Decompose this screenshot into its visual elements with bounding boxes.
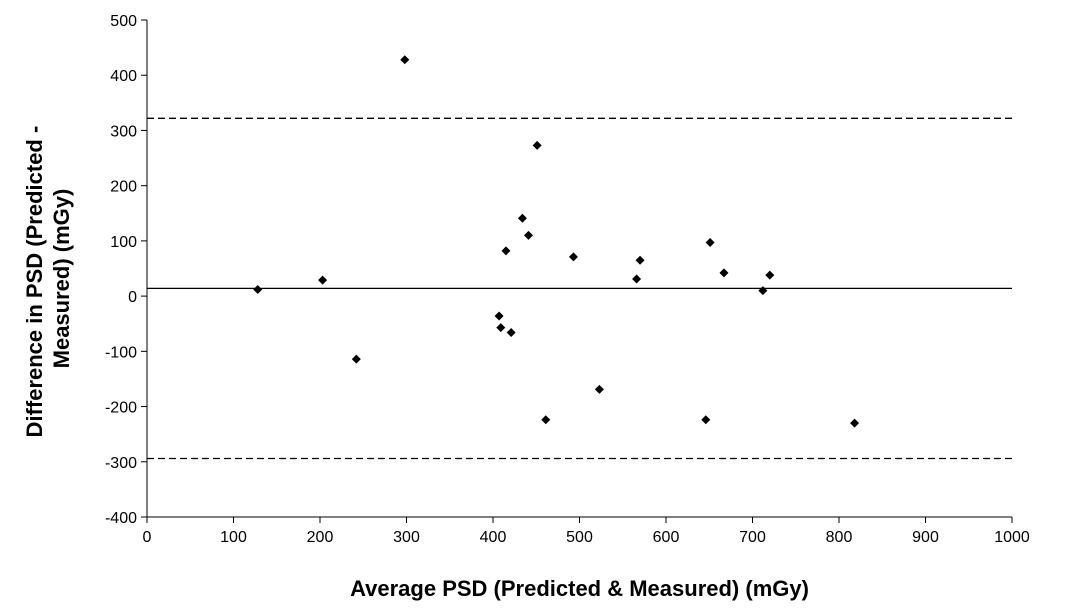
data-point <box>523 230 533 240</box>
y-axis-title: Difference in PSD (Predicted - Measured)… <box>22 120 74 438</box>
plot-background <box>147 20 1012 517</box>
data-point <box>635 255 645 265</box>
y-axis-title-line-1: Difference in PSD (Predicted - <box>22 126 47 438</box>
data-point <box>594 384 604 394</box>
x-tick-label: 0 <box>143 529 152 546</box>
data-point <box>532 140 542 150</box>
y-tick-label: -300 <box>105 455 137 472</box>
reference-lines <box>147 117 1012 460</box>
x-tick-label: 300 <box>393 529 420 546</box>
data-point <box>632 274 642 284</box>
y-axis-ticks: -400 -300 -200 -100 0 100 200 300 400 500 <box>105 13 147 527</box>
data-point <box>719 268 729 278</box>
data-point <box>568 252 578 262</box>
x-tick-label: 400 <box>480 529 507 546</box>
data-point <box>253 284 263 294</box>
y-tick-label: 200 <box>110 179 137 196</box>
data-points <box>253 55 860 428</box>
x-tick-label: 900 <box>912 529 939 546</box>
y-tick-label: 0 <box>128 289 137 306</box>
x-tick-label: 800 <box>826 529 853 546</box>
x-axis-title: Average PSD (Predicted & Measured) (mGy) <box>350 576 809 601</box>
y-tick-label: 300 <box>110 123 137 140</box>
data-point <box>758 286 768 296</box>
x-axis-ticks: 0 100 200 300 400 500 600 700 800 900 1000 <box>143 517 1030 546</box>
data-point <box>517 213 527 223</box>
data-point <box>850 418 860 428</box>
x-tick-label: 100 <box>220 529 247 546</box>
x-tick-label: 500 <box>566 529 593 546</box>
y-axis-title-line-2: Measured) (mGy) <box>49 189 74 369</box>
y-tick-label: 400 <box>110 68 137 85</box>
x-tick-label: 700 <box>739 529 766 546</box>
data-point <box>351 354 361 364</box>
y-tick-label: 500 <box>110 13 137 30</box>
x-tick-label: 200 <box>307 529 334 546</box>
y-tick-label: -100 <box>105 344 137 361</box>
data-point <box>541 415 551 425</box>
data-point <box>318 275 328 285</box>
plot-area <box>147 20 1012 517</box>
data-point <box>501 246 511 256</box>
x-tick-label: 1000 <box>994 529 1030 546</box>
data-point <box>701 415 711 425</box>
data-point <box>400 55 410 65</box>
data-point <box>494 311 504 321</box>
data-point <box>496 323 506 333</box>
y-tick-label: 100 <box>110 234 137 251</box>
y-tick-label: -200 <box>105 400 137 417</box>
data-point <box>705 238 715 248</box>
x-tick-label: 600 <box>653 529 680 546</box>
y-tick-label: -400 <box>105 510 137 527</box>
data-point <box>765 270 775 280</box>
data-point <box>506 328 516 338</box>
